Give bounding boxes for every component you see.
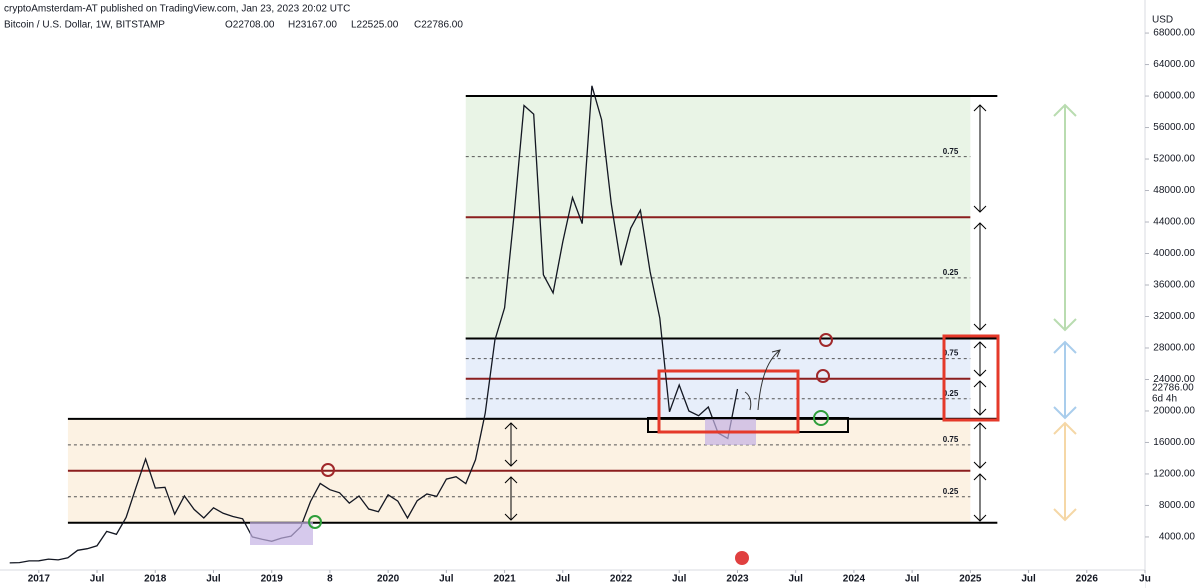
ohlc-value: C22786.00 — [414, 20, 463, 31]
x-tick-label: 2017 — [28, 574, 51, 585]
projection-arrow — [757, 349, 781, 411]
range-box — [657, 369, 800, 434]
y-tick-label: 20000.00 — [1153, 406, 1195, 417]
range-arrow — [504, 422, 518, 467]
x-tick-label: Jul — [672, 574, 687, 585]
y-tick-label: 40000.00 — [1153, 248, 1195, 259]
x-tick-label: Jul — [905, 574, 920, 585]
ohlc-value: L22525.00 — [351, 20, 399, 31]
x-tick-label: 2018 — [144, 574, 167, 585]
x-tick-label: 2019 — [261, 574, 284, 585]
event-flag — [735, 551, 749, 565]
y-tick-label: 52000.00 — [1153, 154, 1195, 165]
fib-label: 0.25 — [943, 487, 959, 496]
countdown: 6d 4h — [1152, 394, 1177, 405]
highlight-box — [250, 522, 313, 545]
x-tick-label: 2021 — [493, 574, 516, 585]
x-tick-label: Jul — [1021, 574, 1036, 585]
marker-circle — [819, 333, 833, 347]
x-tick-label: Jul — [788, 574, 803, 585]
price-line — [9, 85, 739, 564]
x-tick-label: 2023 — [726, 574, 749, 585]
last-price-box — [1146, 382, 1200, 405]
marker-circle — [321, 463, 335, 477]
y-tick-label: 56000.00 — [1153, 122, 1195, 133]
range-arrow — [1053, 340, 1077, 420]
range-arrow — [973, 380, 987, 416]
publisher: cryptoAmsterdam-AT published on TradingV… — [4, 4, 350, 15]
plot — [9, 85, 739, 564]
range-arrow — [973, 422, 987, 469]
range-box — [942, 334, 1000, 422]
y-tick-label: 60000.00 — [1153, 91, 1195, 102]
axis-panel — [1145, 0, 1200, 588]
drawings — [250, 103, 1077, 565]
y-tick-label: 28000.00 — [1153, 343, 1195, 354]
range-arrow — [1053, 103, 1077, 332]
range-arrow — [973, 222, 987, 331]
y-tick-label: 32000.00 — [1153, 311, 1195, 322]
x-tick-label: 2025 — [959, 574, 982, 585]
y-tick-label: 68000.00 — [1153, 28, 1195, 39]
y-tick-label: 4000.00 — [1159, 532, 1196, 543]
range-arrow — [973, 473, 987, 522]
range-arrow — [973, 104, 987, 213]
x-tick-label: Jul — [556, 574, 571, 585]
chart-title: Bitcoin / U.S. Dollar, 1W, BITSTAMP — [4, 20, 165, 31]
x-tick-label: 2022 — [610, 574, 633, 585]
x-tick-label: 2026 — [1076, 574, 1099, 585]
x-tick-label: 8 — [327, 574, 333, 585]
y-tick-label: 36000.00 — [1153, 280, 1195, 291]
zones: 0.75 0.25 0.75 0.25 0.75 0.25 — [67, 95, 998, 524]
x-tick-label: 2020 — [377, 574, 400, 585]
marker-circle — [308, 515, 322, 529]
range-arrow — [973, 341, 987, 377]
y-tick-label: 24000.00 — [1153, 374, 1195, 385]
fib-label: 0.75 — [943, 147, 959, 156]
fib-label: 0.75 — [943, 349, 959, 358]
last-price-label: 22786.00 — [1152, 383, 1194, 394]
y-axis-label: USD — [1152, 15, 1173, 26]
axes: 4000.00 8000.00 12000.00 16000.00 20000.00 24… — [28, 28, 1200, 585]
marker-circle — [816, 369, 830, 383]
y-tick-label: 12000.00 — [1153, 469, 1195, 480]
y-tick-label: 44000.00 — [1153, 217, 1195, 228]
x-tick-label: Jul — [206, 574, 221, 585]
fib-label: 0.25 — [943, 389, 959, 398]
fib-label: 0.75 — [943, 435, 959, 444]
fib-label: 0.25 — [943, 268, 959, 277]
x-tick-label: Ju — [1139, 574, 1151, 585]
y-tick-label: 16000.00 — [1153, 437, 1195, 448]
y-tick-label: 48000.00 — [1153, 185, 1195, 196]
marker-circle — [813, 410, 829, 426]
y-tick-label: 8000.00 — [1159, 500, 1196, 511]
ohlc-value: O22708.00 — [225, 20, 275, 31]
x-tick-label: Jul — [439, 574, 454, 585]
projection-arrow — [744, 391, 752, 411]
x-tick-label: Jul — [90, 574, 105, 585]
y-tick-label: 64000.00 — [1153, 59, 1195, 70]
ohlc-value: H23167.00 — [288, 20, 337, 31]
x-tick-label: 2024 — [843, 574, 866, 585]
x-axis-panel — [0, 570, 1145, 588]
range-arrow — [1053, 421, 1077, 522]
range-arrow — [504, 476, 518, 521]
